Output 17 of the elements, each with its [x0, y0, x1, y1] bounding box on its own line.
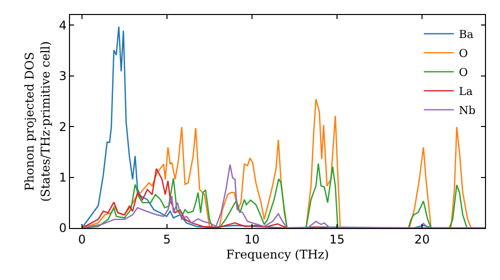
y-tick-label: 1: [58, 170, 67, 184]
x-tick-label: 10: [244, 232, 260, 246]
x-tick-label: 15: [329, 232, 345, 246]
legend-label: O: [458, 47, 468, 60]
legend-label: O: [458, 66, 468, 80]
legend-label: La: [458, 85, 474, 98]
x-axis-title: Frequency (THz): [226, 247, 329, 262]
x-tick-label: 5: [163, 232, 171, 246]
legend-label: Nb: [458, 104, 476, 118]
y-tick-label: 2: [58, 120, 67, 134]
x-tick-label: 20: [414, 232, 430, 246]
y-tick-label: 0: [58, 221, 67, 236]
y-tick-label: 3: [58, 69, 67, 84]
x-tick-label: 0: [78, 232, 86, 246]
legend-label: Ba: [458, 28, 474, 42]
y-axis-title: Phonon projected DOS (States/THz·primitive cell): [22, 41, 52, 202]
y-tick-label: 4: [58, 18, 67, 32]
